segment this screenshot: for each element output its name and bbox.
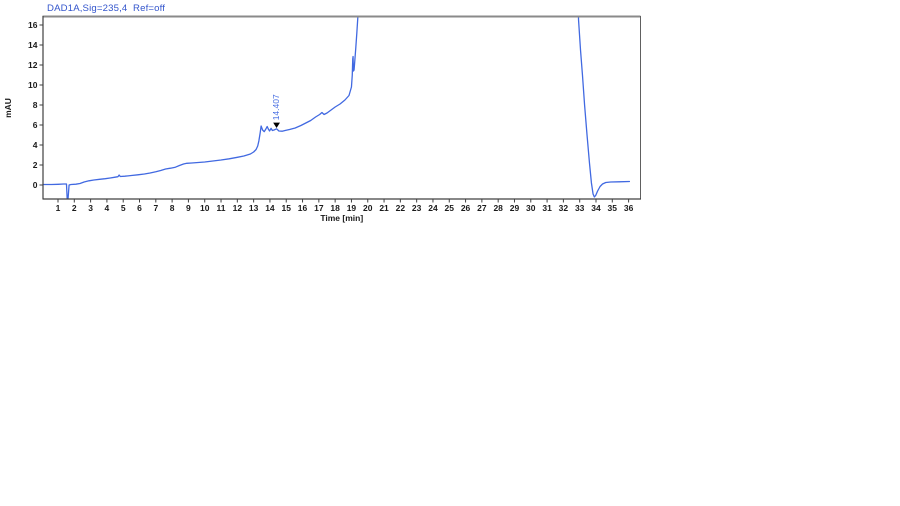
y-tick-label: 6	[33, 120, 38, 130]
x-tick-label: 28	[493, 203, 503, 213]
x-tick-label: 8	[170, 203, 175, 213]
x-tick-label: 22	[396, 203, 406, 213]
x-tick-label: 25	[445, 203, 455, 213]
x-tick-label: 31	[542, 203, 552, 213]
x-tick-label: 21	[379, 203, 389, 213]
x-tick-label: 5	[121, 203, 126, 213]
x-tick-label: 34	[591, 203, 601, 213]
peak-marker-triangle	[273, 122, 280, 128]
x-tick-label: 27	[477, 203, 487, 213]
x-axis-title: Time [min]	[320, 213, 363, 223]
x-tick-label: 18	[330, 203, 340, 213]
y-tick-label: 12	[28, 60, 38, 70]
y-tick-label: 14	[28, 40, 38, 50]
y-tick-label: 16	[28, 20, 38, 30]
x-tick-label: 10	[200, 203, 210, 213]
x-tick-label: 1	[56, 203, 61, 213]
x-tick-label: 9	[186, 203, 191, 213]
signal-title: DAD1A,Sig=235,4 Ref=off	[47, 3, 166, 14]
x-tick-label: 4	[105, 203, 110, 213]
x-tick-label: 13	[249, 203, 259, 213]
x-tick-label: 35	[608, 203, 618, 213]
y-tick-label: 0	[33, 180, 38, 190]
x-tick-label: 32	[559, 203, 569, 213]
x-tick-label: 11	[217, 203, 226, 213]
peak-retention-time-label: 14.407	[271, 94, 281, 120]
x-tick-label: 17	[314, 203, 324, 213]
x-tick-label: 7	[153, 203, 158, 213]
y-tick-label: 2	[33, 160, 38, 170]
y-axis-title: mAU	[3, 98, 13, 118]
x-tick-label: 20	[363, 203, 373, 213]
x-tick-label: 30	[526, 203, 536, 213]
x-tick-label: 12	[233, 203, 243, 213]
x-tick-label: 33	[575, 203, 585, 213]
x-tick-label: 19	[347, 203, 357, 213]
x-tick-label: 24	[428, 203, 438, 213]
y-tick-label: 4	[33, 140, 38, 150]
x-tick-label: 2	[72, 203, 77, 213]
x-tick-label: 26	[461, 203, 471, 213]
y-tick-label: 8	[33, 100, 38, 110]
x-tick-label: 23	[412, 203, 422, 213]
x-tick-label: 16	[298, 203, 308, 213]
x-tick-label: 14	[265, 203, 275, 213]
x-tick-label: 3	[88, 203, 93, 213]
x-tick-label: 29	[510, 203, 520, 213]
x-tick-label: 15	[282, 203, 292, 213]
x-tick-label: 6	[137, 203, 142, 213]
x-tick-label: 36	[624, 203, 634, 213]
signal-trace	[43, 17, 631, 199]
y-tick-label: 10	[28, 80, 38, 90]
